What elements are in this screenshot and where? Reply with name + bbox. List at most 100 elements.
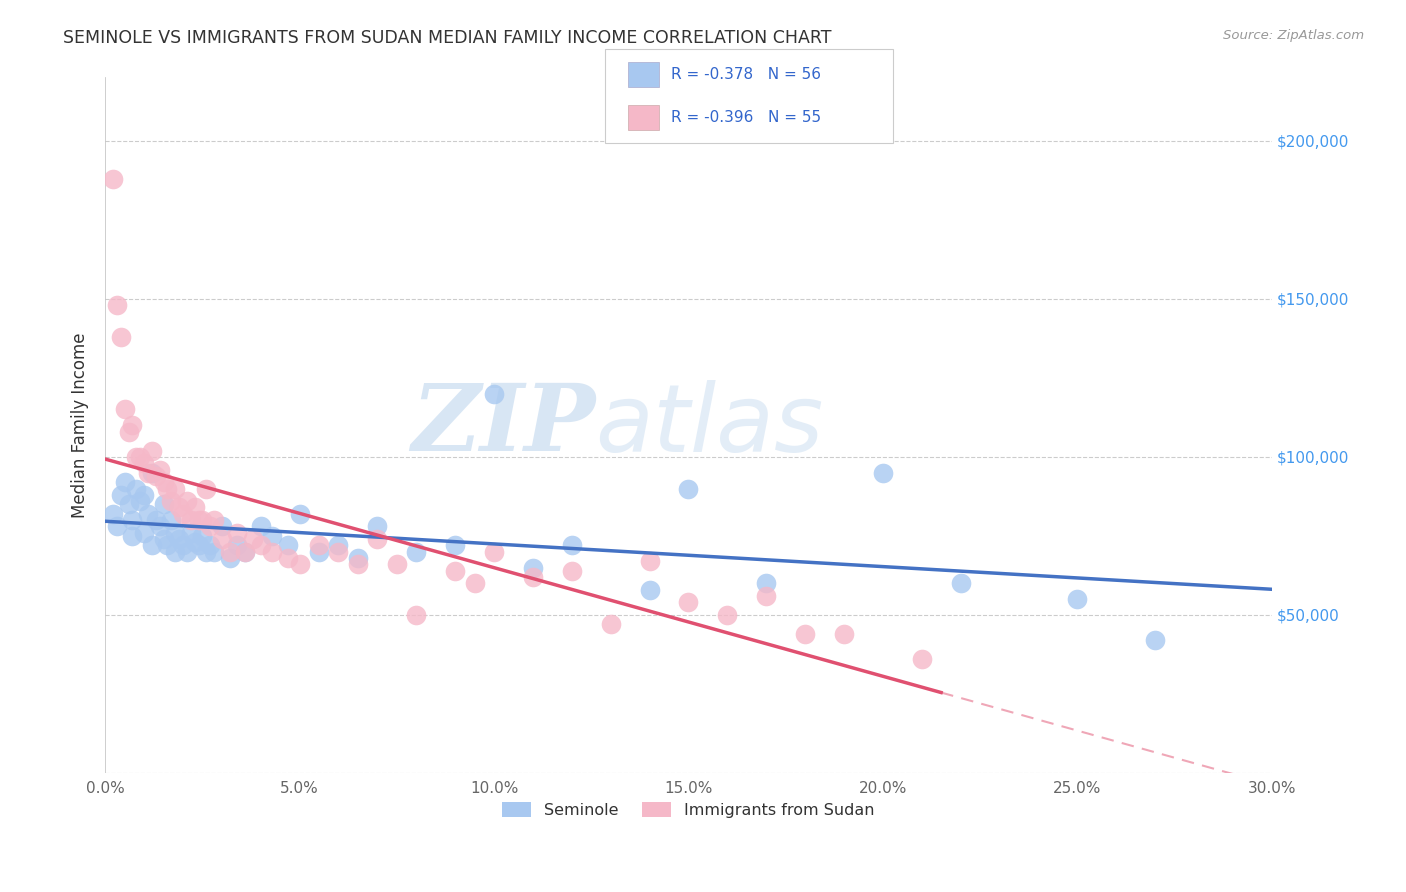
Point [277, 538, 299, 552]
Point [444, 564, 467, 578]
Point [242, 532, 264, 546]
Point [233, 545, 256, 559]
Point [482, 386, 505, 401]
Point [1066, 592, 1088, 607]
Point [110, 488, 132, 502]
Point [183, 500, 205, 515]
Point [180, 525, 202, 540]
Point [202, 513, 225, 527]
Point [288, 558, 311, 572]
Point [277, 551, 299, 566]
Point [141, 443, 163, 458]
Point [202, 545, 225, 559]
Point [755, 576, 778, 591]
Text: ZIP: ZIP [411, 380, 595, 470]
Point [561, 538, 583, 552]
Point [226, 525, 249, 540]
Point [165, 525, 187, 540]
Point [110, 329, 132, 343]
Point [211, 519, 233, 533]
Point [156, 538, 179, 552]
Point [187, 513, 209, 527]
Point [141, 538, 163, 552]
Point [172, 507, 194, 521]
Point [522, 570, 544, 584]
Text: atlas: atlas [595, 380, 824, 471]
Point [794, 627, 817, 641]
Point [262, 529, 284, 543]
Point [366, 532, 388, 546]
Point [522, 560, 544, 574]
Text: R = -0.396   N = 55: R = -0.396 N = 55 [671, 110, 821, 125]
Point [191, 513, 214, 527]
Point [145, 468, 167, 483]
Point [638, 554, 661, 568]
Point [366, 519, 388, 533]
Point [117, 425, 139, 439]
Point [249, 538, 271, 552]
Point [233, 545, 256, 559]
Point [191, 529, 214, 543]
Point [160, 494, 183, 508]
Point [125, 450, 148, 464]
Point [347, 558, 370, 572]
Point [132, 525, 155, 540]
Point [249, 519, 271, 533]
Point [226, 538, 249, 552]
Point [165, 545, 187, 559]
Point [136, 466, 159, 480]
Text: R = -0.378   N = 56: R = -0.378 N = 56 [671, 67, 821, 82]
Point [218, 545, 240, 559]
Point [105, 298, 128, 312]
Point [125, 482, 148, 496]
Point [152, 475, 174, 490]
Point [405, 607, 427, 622]
Point [136, 507, 159, 521]
Point [678, 595, 700, 609]
Point [101, 171, 124, 186]
Point [176, 545, 198, 559]
Point [152, 497, 174, 511]
Point [121, 529, 143, 543]
Point [129, 450, 152, 464]
Point [911, 652, 934, 666]
Point [638, 582, 661, 597]
Point [599, 617, 621, 632]
Point [176, 494, 198, 508]
Text: Source: ZipAtlas.com: Source: ZipAtlas.com [1223, 29, 1364, 43]
Point [141, 466, 163, 480]
Point [464, 576, 486, 591]
Point [195, 482, 218, 496]
Point [183, 535, 205, 549]
Point [167, 500, 190, 515]
Legend: Seminole, Immigrants from Sudan: Seminole, Immigrants from Sudan [496, 796, 880, 824]
Point [101, 507, 124, 521]
Point [198, 538, 221, 552]
Point [832, 627, 855, 641]
Point [678, 482, 700, 496]
Point [105, 519, 128, 533]
Point [328, 545, 350, 559]
Point [262, 545, 284, 559]
Point [328, 538, 350, 552]
Point [132, 488, 155, 502]
Point [180, 513, 202, 527]
Point [347, 551, 370, 566]
Point [187, 538, 209, 552]
Point [385, 558, 408, 572]
Point [444, 538, 467, 552]
Point [149, 519, 172, 533]
Point [114, 402, 136, 417]
Point [145, 513, 167, 527]
Text: SEMINOLE VS IMMIGRANTS FROM SUDAN MEDIAN FAMILY INCOME CORRELATION CHART: SEMINOLE VS IMMIGRANTS FROM SUDAN MEDIAN… [63, 29, 832, 47]
Point [755, 589, 778, 603]
Point [160, 513, 183, 527]
Point [117, 497, 139, 511]
Point [405, 545, 427, 559]
Point [132, 456, 155, 470]
Point [211, 532, 233, 546]
Point [114, 475, 136, 490]
Point [165, 482, 187, 496]
Point [152, 532, 174, 546]
Point [198, 519, 221, 533]
